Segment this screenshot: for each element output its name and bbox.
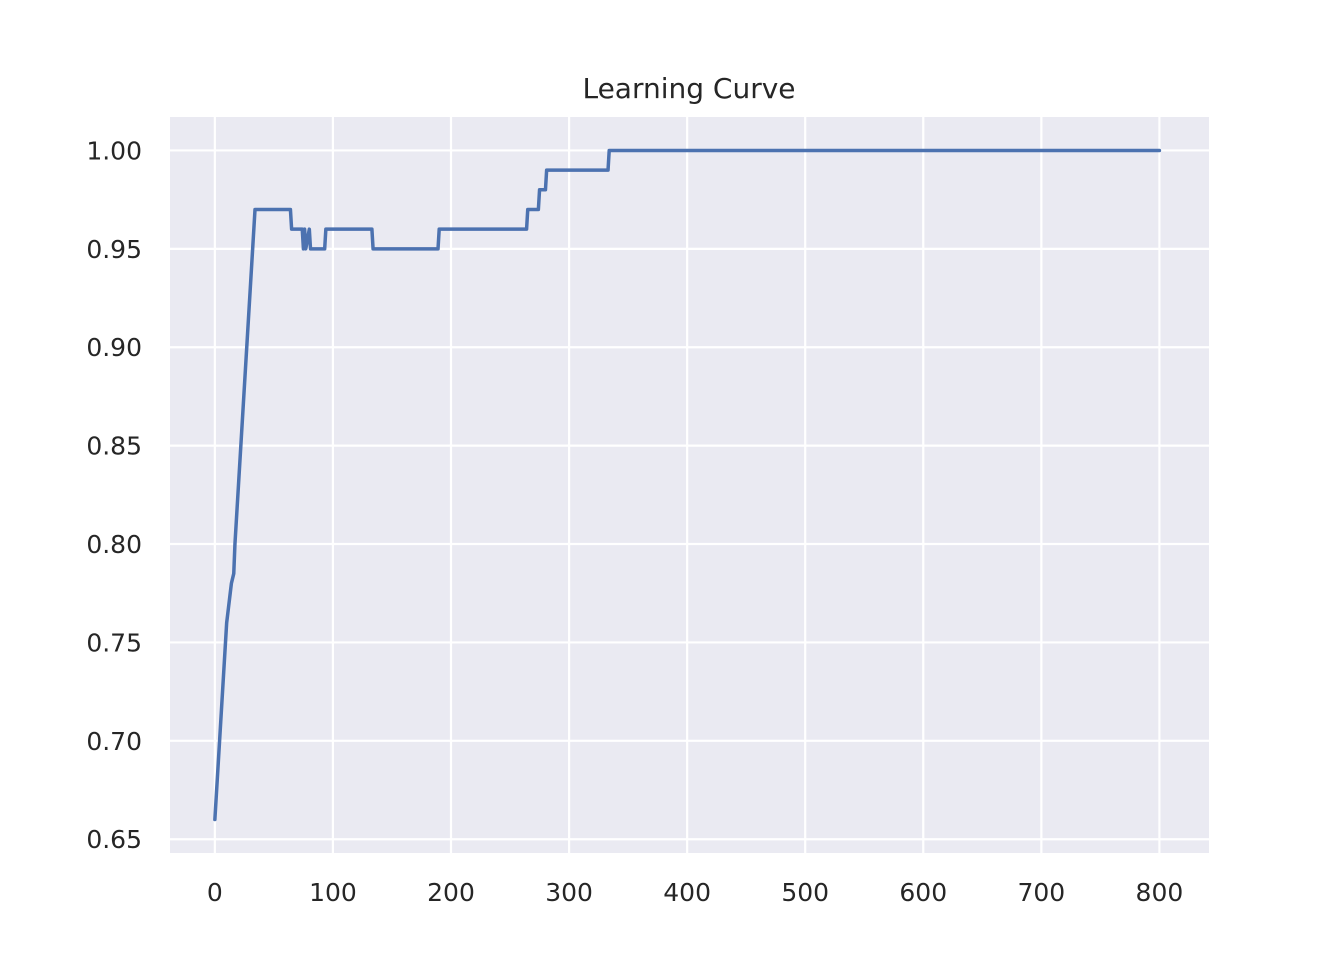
chart-title: Learning Curve [582,72,795,105]
y-tick-label: 1.00 [86,136,142,165]
y-tick-label: 0.85 [86,432,142,461]
y-tick-label: 0.75 [86,628,142,657]
plot-area [170,117,1209,853]
y-tick-label: 0.90 [86,333,142,362]
tick-labels: 0 100 200 300 400 500 600 700 800 0.65 0.70 0.75 0.8… [86,136,1183,907]
x-tick-label: 800 [1136,878,1184,907]
x-tick-label: 500 [781,878,829,907]
y-tick-label: 0.80 [86,530,142,559]
x-tick-label: 300 [545,878,593,907]
x-tick-label: 400 [663,878,711,907]
x-tick-label: 600 [899,878,947,907]
series-line [213,148,1162,822]
series-layer [213,148,1162,822]
x-tick-label: 700 [1017,878,1065,907]
x-tick-label: 100 [309,878,357,907]
y-tick-label: 0.65 [86,825,142,854]
y-tick-label: 0.95 [86,235,142,264]
x-tick-label: 200 [427,878,475,907]
x-tick-label: 0 [207,878,223,907]
y-tick-label: 0.70 [86,727,142,756]
